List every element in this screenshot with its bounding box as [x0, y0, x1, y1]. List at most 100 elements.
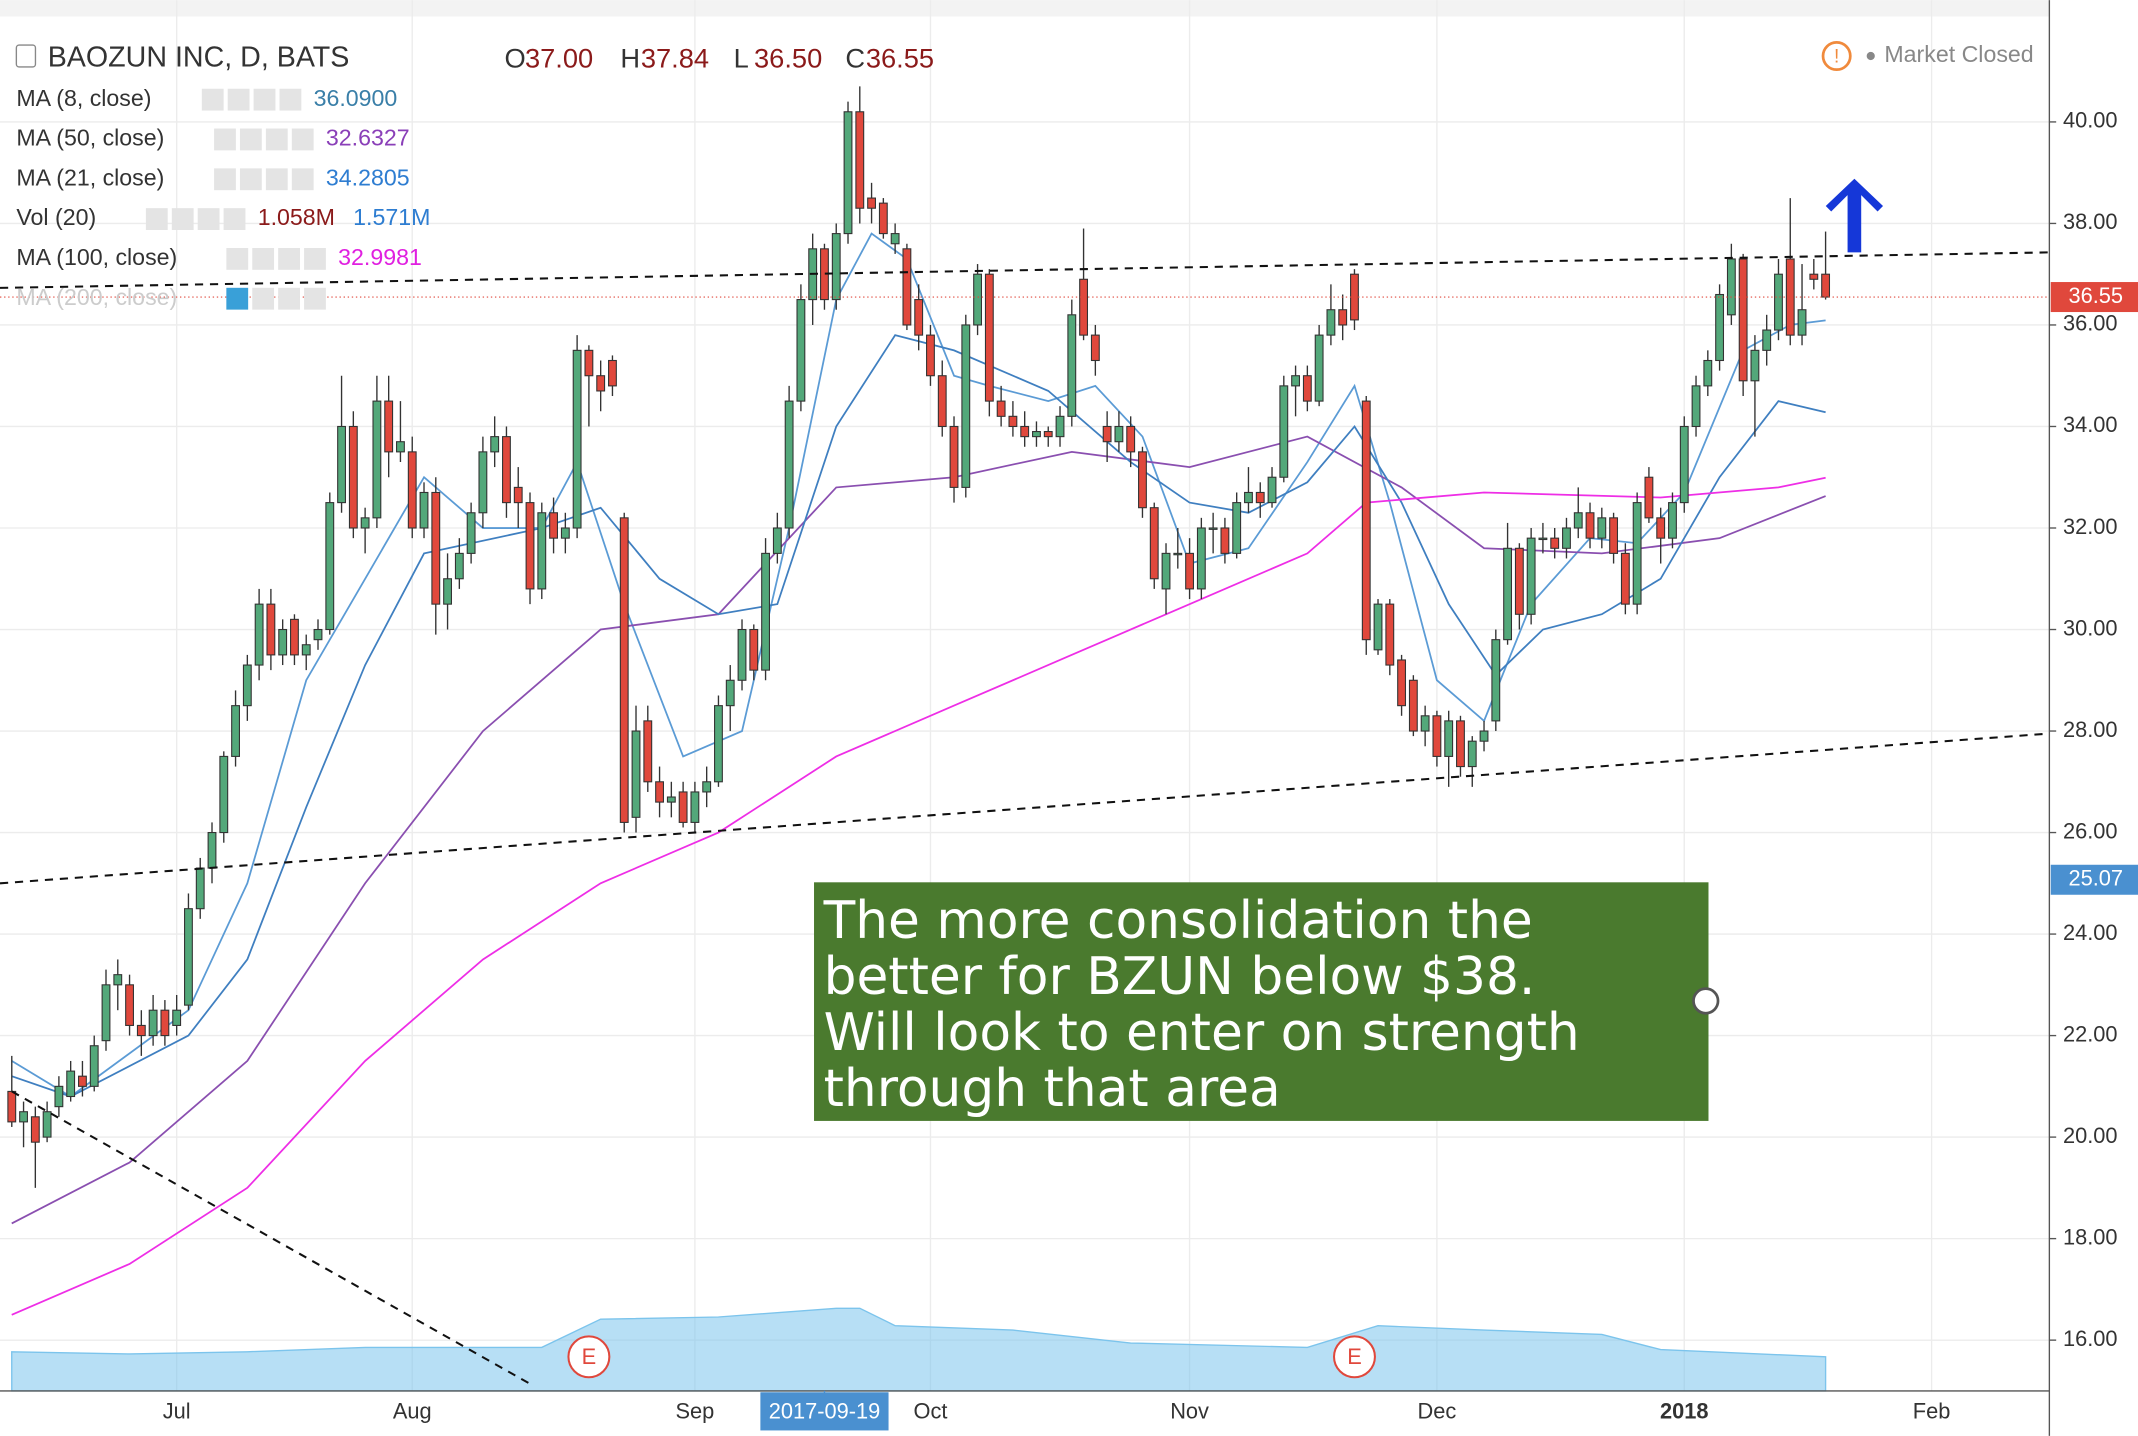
candle-body — [1562, 527, 1571, 549]
candle-body — [608, 359, 617, 387]
candle-body — [254, 603, 264, 666]
candle-body — [1185, 552, 1195, 590]
volume-ma-area — [11, 1307, 1827, 1392]
candle-body — [1361, 400, 1371, 641]
candle-body — [1291, 375, 1301, 387]
y-tick-label: 22.00 — [2063, 1021, 2118, 1046]
status-dot — [1866, 51, 1875, 61]
ohlc-value: 36.50 — [754, 42, 822, 73]
candle-body — [148, 1009, 158, 1037]
study-label: Vol (20) — [16, 204, 96, 230]
candle-body — [1597, 517, 1607, 539]
study-icon — [278, 287, 300, 310]
study-icon — [201, 88, 224, 111]
candle-body — [1138, 451, 1147, 509]
price-label-bg — [2050, 864, 2138, 895]
study-readout: 36.0900 — [314, 85, 398, 111]
study-readout: 32.6327 — [326, 125, 410, 151]
y-tick-label: 30.00 — [2063, 615, 2118, 640]
study-icon — [265, 168, 288, 191]
trendline — [0, 732, 2050, 885]
y-tick-label: 36.00 — [2063, 311, 2118, 336]
study-readout: 1.058M — [258, 204, 335, 230]
candle-body — [231, 705, 240, 757]
status-icon-mark: ! — [1834, 46, 1839, 67]
candle-body — [502, 436, 511, 504]
trendline — [0, 251, 2050, 289]
candle-body — [1173, 552, 1183, 556]
study-icon — [214, 168, 236, 191]
event-label: E — [582, 1344, 597, 1369]
candle-body — [1703, 359, 1713, 387]
candle-body — [1514, 547, 1524, 615]
candle-body — [1208, 527, 1218, 530]
candle-body — [1314, 334, 1324, 402]
candle-body — [184, 908, 193, 1006]
candle-body — [984, 273, 994, 402]
candle-body — [101, 984, 111, 1042]
status-text: Market Closed — [1884, 41, 2033, 67]
candle-body — [1726, 258, 1736, 316]
study-icon — [265, 128, 288, 151]
candle-body — [784, 400, 794, 529]
event-marker — [567, 1335, 611, 1379]
candle-body — [572, 349, 582, 529]
candle-body — [1232, 502, 1242, 554]
up-arrow — [1825, 178, 1884, 253]
candle-body — [1326, 309, 1336, 336]
candle-body — [1043, 431, 1053, 438]
candle-body — [490, 436, 500, 453]
candle-body — [1738, 258, 1748, 382]
candle-body — [737, 628, 747, 681]
candle-body — [1397, 659, 1407, 707]
candle-body — [125, 984, 134, 1026]
candle-body — [537, 512, 547, 590]
y-tick-label: 16.00 — [2063, 1326, 2118, 1351]
candle-body — [1656, 517, 1666, 539]
annotation-handle — [1692, 987, 1720, 1015]
x-tick-label: Dec — [1418, 1398, 1457, 1423]
ohlc-key: C — [845, 42, 865, 73]
candle-body — [1420, 715, 1430, 732]
candle-body — [525, 502, 535, 590]
candle-body — [584, 349, 594, 377]
trendline — [11, 1090, 531, 1385]
candle-body — [54, 1085, 64, 1108]
volume-layer — [11, 1307, 1827, 1392]
y-tick-label: 18.00 — [2063, 1224, 2118, 1249]
x-tick-label: Feb — [1913, 1398, 1951, 1423]
event-marker — [1332, 1335, 1376, 1379]
candle-body — [290, 618, 299, 656]
crosshair-label-bg — [760, 1392, 889, 1431]
candle-body — [1055, 415, 1065, 438]
study-icon — [252, 247, 275, 270]
candle-body — [714, 705, 723, 783]
candle-body — [1432, 715, 1442, 757]
candle-body — [843, 111, 853, 235]
candle-body — [855, 111, 865, 209]
candle-body — [301, 644, 311, 656]
candle-body — [466, 512, 476, 554]
status-icon — [1821, 41, 1852, 72]
candle-body — [1302, 375, 1312, 402]
study-icon — [291, 128, 314, 151]
candle-body — [937, 375, 947, 428]
study-icon — [278, 247, 300, 270]
candle-body — [1715, 293, 1725, 362]
candle-body — [1020, 425, 1030, 438]
price-label: 25.07 — [2068, 866, 2123, 891]
candle-body — [1550, 537, 1560, 549]
candle-body — [160, 1009, 170, 1037]
candle-body — [136, 1024, 146, 1037]
candle-body — [1067, 314, 1077, 417]
toolbar-strip — [0, 0, 2050, 17]
y-tick-label: 34.00 — [2063, 412, 2118, 437]
study-icon — [279, 88, 302, 111]
candle-body — [749, 628, 759, 671]
candle-body — [454, 552, 464, 580]
candle-body — [266, 603, 276, 656]
candle-body — [1385, 603, 1395, 666]
chart-title: BAOZUN INC, D, BATS — [48, 41, 350, 73]
